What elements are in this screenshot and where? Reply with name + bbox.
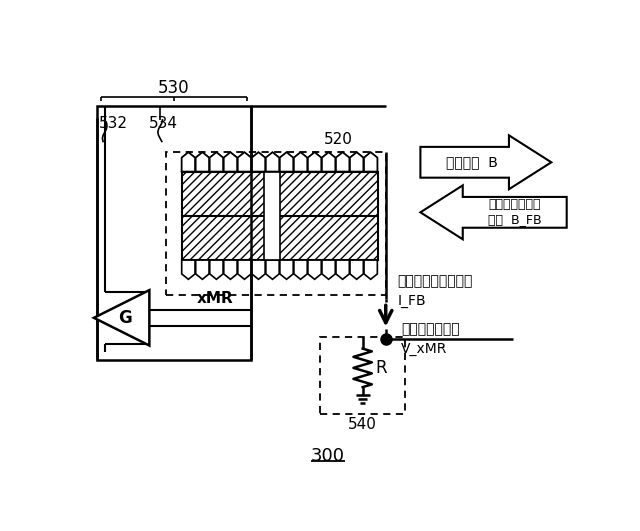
Text: 540: 540: [348, 417, 377, 432]
Polygon shape: [210, 152, 223, 172]
Polygon shape: [266, 260, 279, 279]
Text: 534: 534: [149, 116, 179, 131]
Text: 520: 520: [324, 132, 353, 148]
Polygon shape: [238, 152, 251, 172]
Polygon shape: [224, 152, 237, 172]
Text: フィードバック電流
I_FB: フィードバック電流 I_FB: [397, 274, 473, 307]
Polygon shape: [364, 152, 378, 172]
Text: 530: 530: [158, 79, 190, 97]
Polygon shape: [94, 290, 149, 346]
Polygon shape: [182, 260, 195, 279]
Polygon shape: [280, 152, 293, 172]
Polygon shape: [420, 185, 566, 239]
Text: 300: 300: [311, 448, 345, 465]
Polygon shape: [308, 260, 321, 279]
Polygon shape: [224, 260, 237, 279]
Bar: [264, 172, 280, 260]
Polygon shape: [280, 260, 293, 279]
Polygon shape: [182, 152, 195, 172]
Bar: [196, 162, 392, 251]
Text: xMR: xMR: [197, 291, 234, 306]
Polygon shape: [266, 152, 279, 172]
Bar: [320, 337, 405, 414]
Polygon shape: [294, 260, 307, 279]
Text: センサ出力信号
V_xMR: センサ出力信号 V_xMR: [401, 322, 460, 356]
Bar: [166, 152, 386, 295]
Text: 入力磁場  B: 入力磁場 B: [447, 155, 499, 169]
Bar: [97, 106, 251, 360]
Text: 532: 532: [99, 116, 127, 131]
Polygon shape: [336, 152, 349, 172]
Text: R: R: [375, 359, 387, 377]
Polygon shape: [252, 152, 265, 172]
Polygon shape: [210, 260, 223, 279]
Polygon shape: [308, 152, 321, 172]
Polygon shape: [196, 260, 209, 279]
Bar: [182, 172, 378, 260]
Polygon shape: [336, 260, 349, 279]
Polygon shape: [294, 152, 307, 172]
Polygon shape: [196, 152, 209, 172]
Text: フィードバック
磁場  B_FB: フィードバック 磁場 B_FB: [488, 199, 541, 226]
Text: G: G: [118, 309, 132, 327]
Polygon shape: [364, 260, 378, 279]
Polygon shape: [350, 260, 364, 279]
Polygon shape: [420, 135, 551, 189]
Polygon shape: [322, 152, 335, 172]
Polygon shape: [322, 260, 335, 279]
Polygon shape: [252, 260, 265, 279]
Polygon shape: [350, 152, 364, 172]
Polygon shape: [238, 260, 251, 279]
